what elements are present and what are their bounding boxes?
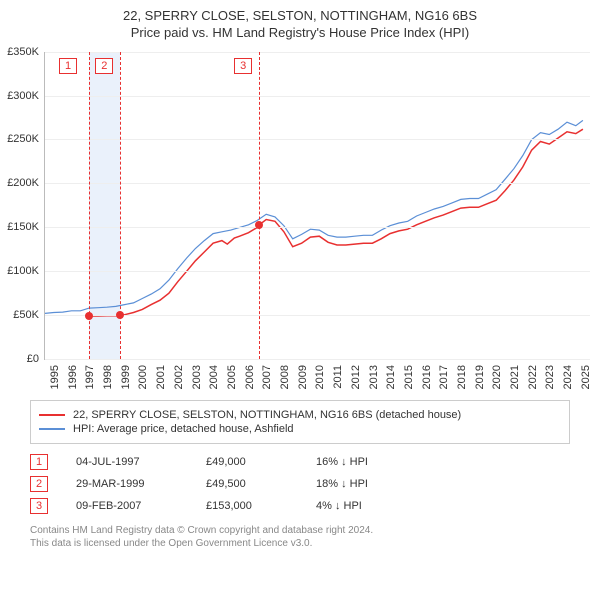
series-line-hpi bbox=[45, 120, 583, 313]
gridline bbox=[45, 139, 590, 140]
footnote: Contains HM Land Registry data © Crown c… bbox=[30, 524, 570, 550]
x-tick-label: 2015 bbox=[403, 365, 415, 389]
sale-row: 3 09-FEB-2007 £153,000 4% ↓ HPI bbox=[30, 498, 570, 514]
gridline bbox=[45, 271, 590, 272]
x-tick-label: 2003 bbox=[191, 365, 203, 389]
x-tick-label: 2018 bbox=[456, 365, 468, 389]
x-tick-label: 2001 bbox=[155, 365, 167, 389]
gridline bbox=[45, 227, 590, 228]
x-tick-label: 2019 bbox=[474, 365, 486, 389]
sale-number-icon: 1 bbox=[59, 58, 77, 74]
x-tick-label: 2012 bbox=[350, 365, 362, 389]
legend-item-price-paid: 22, SPERRY CLOSE, SELSTON, NOTTINGHAM, N… bbox=[39, 409, 561, 421]
x-tick-label: 1997 bbox=[84, 365, 96, 389]
sale-hpi-diff: 4% ↓ HPI bbox=[316, 500, 570, 512]
sale-date: 04-JUL-1997 bbox=[76, 456, 206, 468]
sale-marker-icon bbox=[255, 221, 263, 229]
legend-label-hpi: HPI: Average price, detached house, Ashf… bbox=[73, 423, 294, 435]
y-tick-label: £100K bbox=[7, 265, 45, 277]
footnote-line-1: Contains HM Land Registry data © Crown c… bbox=[30, 524, 570, 537]
y-tick-label: £350K bbox=[7, 46, 45, 58]
x-tick-label: 2022 bbox=[527, 365, 539, 389]
y-tick-label: £50K bbox=[13, 309, 45, 321]
sale-number-icon: 2 bbox=[30, 476, 48, 492]
x-tick-label: 2011 bbox=[332, 365, 344, 389]
x-tick-label: 2013 bbox=[368, 365, 380, 389]
y-tick-label: £200K bbox=[7, 177, 45, 189]
plot-region: £0£50K£100K£150K£200K£250K£300K£350K1995… bbox=[44, 52, 590, 360]
sale-price: £49,500 bbox=[206, 478, 316, 490]
legend-swatch-price-paid bbox=[39, 414, 65, 416]
y-tick-label: £0 bbox=[27, 353, 45, 365]
x-tick-label: 2017 bbox=[438, 365, 450, 389]
x-tick-label: 2010 bbox=[314, 365, 326, 389]
gridline bbox=[45, 52, 590, 53]
sale-table: 1 04-JUL-1997 £49,000 16% ↓ HPI 2 29-MAR… bbox=[30, 454, 570, 514]
x-tick-label: 2014 bbox=[385, 365, 397, 389]
gridline bbox=[45, 359, 590, 360]
y-tick-label: £300K bbox=[7, 90, 45, 102]
series-line-price_paid bbox=[89, 129, 583, 316]
sale-number-icon: 3 bbox=[30, 498, 48, 514]
y-tick-label: £150K bbox=[7, 221, 45, 233]
sale-marker-icon bbox=[85, 312, 93, 320]
chart-container: 22, SPERRY CLOSE, SELSTON, NOTTINGHAM, N… bbox=[0, 0, 600, 550]
gridline bbox=[45, 315, 590, 316]
title-line-2: Price paid vs. HM Land Registry's House … bbox=[10, 25, 590, 42]
sale-number-icon: 1 bbox=[30, 454, 48, 470]
sale-row: 1 04-JUL-1997 £49,000 16% ↓ HPI bbox=[30, 454, 570, 470]
title-line-1: 22, SPERRY CLOSE, SELSTON, NOTTINGHAM, N… bbox=[10, 8, 590, 25]
x-tick-label: 2009 bbox=[297, 365, 309, 389]
x-tick-label: 2005 bbox=[226, 365, 238, 389]
chart-area: £0£50K£100K£150K£200K£250K£300K£350K1995… bbox=[44, 52, 590, 392]
x-tick-label: 2007 bbox=[261, 365, 273, 389]
legend-item-hpi: HPI: Average price, detached house, Ashf… bbox=[39, 423, 561, 435]
sale-date: 29-MAR-1999 bbox=[76, 478, 206, 490]
x-tick-label: 1998 bbox=[102, 365, 114, 389]
sale-hpi-diff: 18% ↓ HPI bbox=[316, 478, 570, 490]
sale-marker-icon bbox=[116, 311, 124, 319]
x-tick-label: 1999 bbox=[120, 365, 132, 389]
sale-number-icon: 2 bbox=[95, 58, 113, 74]
x-tick-label: 1995 bbox=[49, 365, 61, 389]
sale-number-icon: 3 bbox=[234, 58, 252, 74]
x-tick-label: 2020 bbox=[491, 365, 503, 389]
y-tick-label: £250K bbox=[7, 133, 45, 145]
x-tick-label: 2004 bbox=[208, 365, 220, 389]
sale-date: 09-FEB-2007 bbox=[76, 500, 206, 512]
sale-price: £49,000 bbox=[206, 456, 316, 468]
legend-swatch-hpi bbox=[39, 428, 65, 430]
x-tick-label: 2025 bbox=[580, 365, 592, 389]
title-block: 22, SPERRY CLOSE, SELSTON, NOTTINGHAM, N… bbox=[0, 0, 600, 46]
x-tick-label: 2006 bbox=[244, 365, 256, 389]
x-tick-label: 2016 bbox=[421, 365, 433, 389]
x-tick-label: 1996 bbox=[67, 365, 79, 389]
x-tick-label: 2024 bbox=[562, 365, 574, 389]
x-tick-label: 2021 bbox=[509, 365, 521, 389]
gridline bbox=[45, 96, 590, 97]
gridline bbox=[45, 183, 590, 184]
line-layer bbox=[45, 52, 590, 359]
sale-vline bbox=[259, 52, 260, 359]
sale-hpi-diff: 16% ↓ HPI bbox=[316, 456, 570, 468]
legend: 22, SPERRY CLOSE, SELSTON, NOTTINGHAM, N… bbox=[30, 400, 570, 444]
x-tick-label: 2008 bbox=[279, 365, 291, 389]
x-tick-label: 2023 bbox=[544, 365, 556, 389]
sale-row: 2 29-MAR-1999 £49,500 18% ↓ HPI bbox=[30, 476, 570, 492]
sale-price: £153,000 bbox=[206, 500, 316, 512]
footnote-line-2: This data is licensed under the Open Gov… bbox=[30, 537, 570, 550]
x-tick-label: 2000 bbox=[137, 365, 149, 389]
x-tick-label: 2002 bbox=[173, 365, 185, 389]
legend-label-price-paid: 22, SPERRY CLOSE, SELSTON, NOTTINGHAM, N… bbox=[73, 409, 461, 421]
